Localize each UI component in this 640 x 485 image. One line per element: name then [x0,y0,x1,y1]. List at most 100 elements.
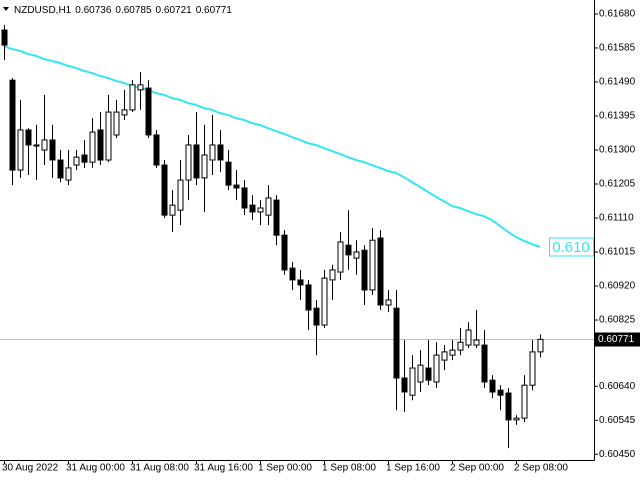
candle-body [449,349,456,356]
y-tick-label: 0.61205 [599,179,636,190]
x-tick-label: 30 Aug 2022 [2,463,59,474]
header-arrow [3,7,9,11]
y-tick-label: 0.61680 [599,9,636,20]
candle-body [209,144,216,161]
candle-body [1,29,8,46]
x-tick-label: 2 Sep 00:00 [450,463,504,474]
candle-body [513,417,520,421]
y-tick-label: 0.61490 [599,77,636,88]
candle-body [321,277,328,326]
candle-body [425,367,432,381]
candle-body [129,84,136,111]
candle-body [529,351,536,386]
moving-average-line [3,45,541,248]
candle-body [465,329,472,346]
chart-header: NZDUSD,H1 0.60736 0.60785 0.60721 0.60771 [14,5,232,16]
candle-body [169,204,176,216]
x-tick-label: 31 Aug 08:00 [130,463,189,474]
candle-body [73,156,80,166]
x-tick-label: 1 Sep 08:00 [322,463,376,474]
x-tick-label: 1 Sep 16:00 [386,463,440,474]
candle-body [137,84,144,91]
candle-body [409,367,416,396]
candle-body [505,392,512,421]
candle-body [313,307,320,326]
header-close: 0.60771 [196,5,233,16]
candle-body [457,341,464,351]
candle-body [113,111,120,136]
x-tick-label: 2 Sep 08:00 [514,463,568,474]
candle-body [265,197,272,216]
header-open: 0.60736 [75,5,112,16]
candle-body [441,351,448,361]
y-tick-label: 0.61015 [599,247,636,258]
candle-body [121,109,128,116]
candle-body [537,338,544,353]
x-tick-label: 31 Aug 16:00 [194,463,253,474]
candle-body [417,364,424,383]
y-tick-label: 0.60920 [599,281,636,292]
candle-body [521,384,528,419]
candle-body [249,204,256,213]
candle-body [241,187,248,209]
y-tick-label: 0.61300 [599,145,636,156]
candle-body [345,244,352,256]
candle-body [305,284,312,311]
candle-body [81,154,88,163]
candle-body [353,251,360,259]
candle-body [297,279,304,286]
x-tick-label: 1 Sep 00:00 [258,463,312,474]
current-price-label: 0.60771 [598,334,635,345]
candle-body [377,237,384,306]
candle-body [89,131,96,163]
candle-body [105,111,112,161]
y-tick-label: 0.61395 [599,111,636,122]
candle-body [153,134,160,166]
candle-body [273,199,280,236]
candle-body [337,241,344,273]
candle-body [65,167,72,181]
candle-body [473,339,480,346]
candle-body [185,144,192,181]
candle-body [97,129,104,161]
candle-body [393,307,400,379]
plot-area [0,25,594,449]
y-tick-label: 0.60640 [599,381,636,392]
symbol: NZDUSD,H1 [14,5,72,16]
candle-body [25,129,32,146]
header-high: 0.60785 [115,5,152,16]
candle-body [385,299,392,306]
y-tick-label: 0.60825 [599,315,636,326]
candle-body [225,161,232,186]
candle-body [49,139,56,161]
candle-body [497,389,504,396]
y-tick-label: 0.60450 [599,449,636,460]
candle-body [217,144,224,161]
candle-body [177,179,184,211]
ma-label-box [549,237,594,257]
y-tick-label: 0.61110 [599,213,634,224]
candle-body [489,379,496,393]
candle-body [145,87,152,136]
candle-body [289,267,296,281]
header-low: 0.60721 [156,5,193,16]
candle-body [57,159,64,179]
candle-body [433,354,440,383]
candle-body [233,184,240,189]
candle-body [17,129,24,171]
candle-body [369,239,376,291]
candle-body [161,164,168,216]
candle-body [257,207,264,213]
candle-body [41,139,48,151]
candle-body [329,269,336,281]
candle-body [33,144,40,147]
candle-body [281,234,288,271]
ma-label: 0.610 [552,239,590,256]
candle-body [361,249,368,291]
candle-body [193,144,200,179]
candle-body [401,377,408,393]
candle-body [201,154,208,179]
y-tick-label: 0.60545 [599,415,636,426]
